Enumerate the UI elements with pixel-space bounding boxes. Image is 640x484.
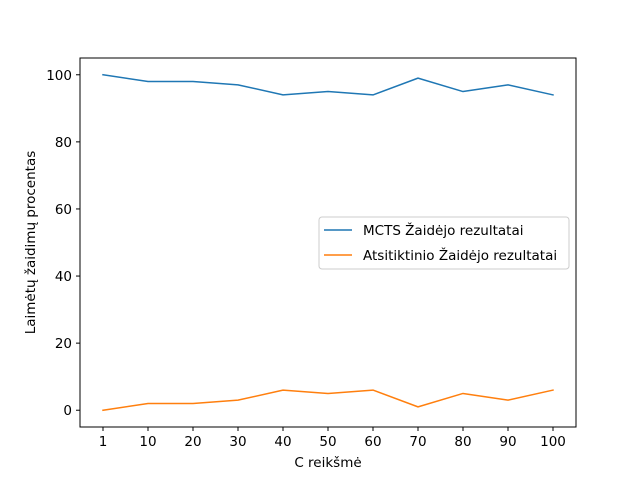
legend: MCTS Žaidėjo rezultatai Atsitiktinio Žai… (319, 217, 569, 269)
x-tick-label: 30 (229, 434, 246, 450)
x-tick-label: 50 (319, 434, 336, 450)
y-tick-label: 20 (55, 336, 72, 352)
x-tick-label: 10 (139, 434, 156, 450)
series-line-0 (103, 75, 553, 95)
legend-label-random: Atsitiktinio Žaidėjo rezultatai (363, 246, 557, 264)
series-line-1 (103, 390, 553, 410)
y-tick-label: 40 (55, 269, 72, 285)
x-tick-label: 70 (409, 434, 426, 450)
y-tick-label: 100 (46, 68, 72, 84)
x-axis: 1 10 20 30 40 50 60 70 80 90 100 (99, 427, 566, 450)
x-tick-label: 90 (499, 434, 516, 450)
y-axis: 0 20 40 60 80 100 (46, 68, 80, 419)
y-tick-label: 0 (63, 403, 72, 419)
x-tick-label: 1 (99, 434, 108, 450)
x-tick-label: 40 (274, 434, 291, 450)
x-tick-label: 100 (540, 434, 566, 450)
y-tick-label: 80 (55, 135, 72, 151)
x-tick-label: 20 (184, 434, 201, 450)
y-tick-label: 60 (55, 202, 72, 218)
legend-label-mcts: MCTS Žaidėjo rezultatai (363, 221, 523, 239)
x-tick-label: 60 (364, 434, 381, 450)
y-axis-label: Laimėtų žaidimų procentas (23, 151, 39, 335)
x-tick-label: 80 (454, 434, 471, 450)
x-axis-label: C reikšmė (294, 455, 361, 471)
